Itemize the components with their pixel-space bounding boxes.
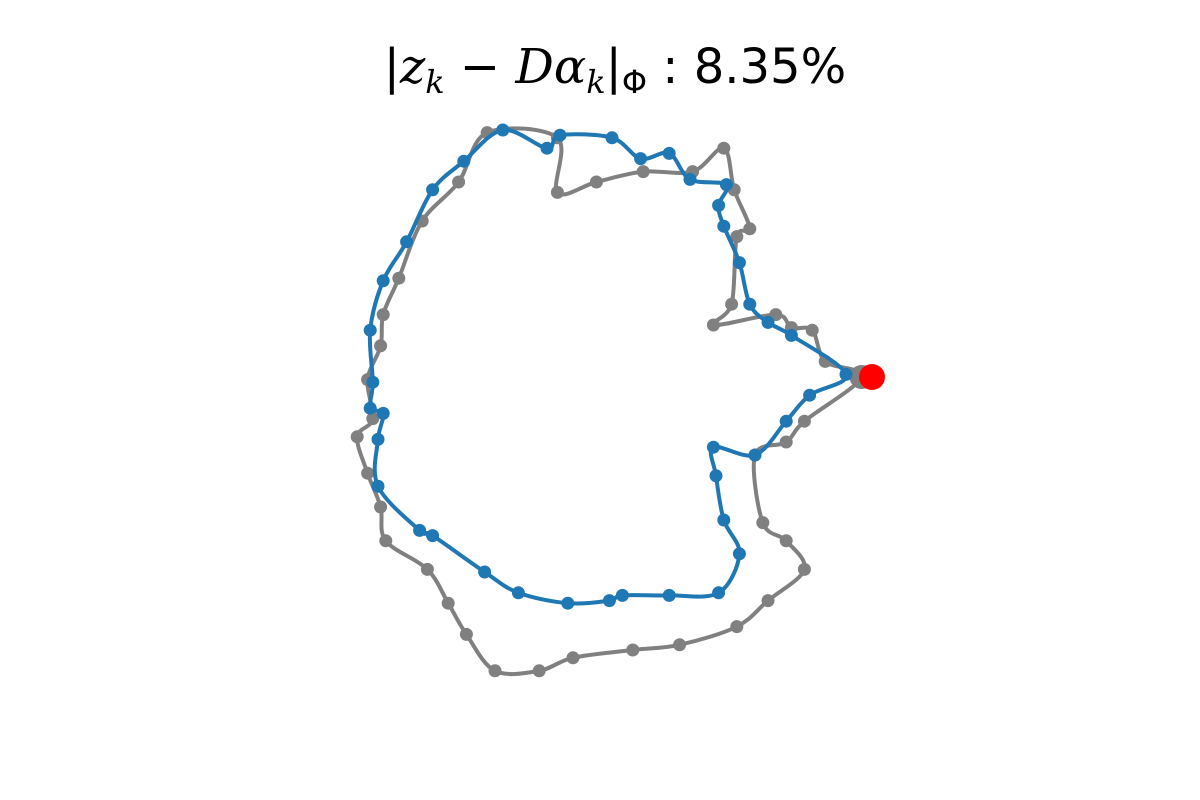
reconstruction-point-20	[363, 401, 377, 415]
title-alpha: α	[554, 39, 586, 95]
original-point-38	[797, 562, 811, 576]
original-point-23	[366, 412, 380, 426]
reconstruction-point-35	[712, 198, 726, 212]
reconstruction-point-18	[371, 432, 385, 446]
reconstruction-point-9	[662, 588, 676, 602]
reconstruction-point-15	[426, 529, 440, 543]
original-point-39	[779, 534, 793, 548]
original-point-21	[374, 339, 388, 353]
reconstruction-point-1	[803, 388, 817, 402]
title-value: : 8.35%	[647, 39, 846, 95]
original-point-31	[488, 664, 502, 678]
original-point-42	[779, 435, 793, 449]
reconstruction-point-7	[732, 547, 746, 561]
title-D: D	[514, 39, 553, 95]
original-point-17	[452, 175, 466, 189]
reconstruction-point-5	[709, 469, 723, 483]
reconstruction-point-40	[784, 328, 798, 342]
original-point-34	[626, 643, 640, 657]
title-sub-k1: k	[425, 63, 444, 101]
plot-area	[350, 123, 885, 678]
original-point-19	[392, 271, 406, 285]
reconstruction-point-10	[615, 588, 629, 602]
reconstruction-point-28	[540, 141, 554, 155]
original-point-40	[756, 516, 770, 530]
reconstruction-point-33	[683, 172, 697, 186]
original-point-33	[566, 651, 580, 665]
original-point-7	[730, 230, 744, 244]
reconstruction-point-4	[706, 440, 720, 454]
original-point-30	[459, 627, 473, 641]
title-minus: −	[445, 39, 516, 95]
reconstruction-point-29	[553, 128, 567, 142]
reconstruction-point-13	[511, 586, 525, 600]
original-point-36	[730, 620, 744, 634]
title-bar-open: |	[384, 39, 400, 95]
reconstruction-point-19	[376, 406, 390, 420]
start-marker-point-0	[859, 364, 885, 390]
original-point-20	[376, 308, 390, 322]
reconstruction-point-11	[602, 594, 616, 608]
original-point-8	[743, 222, 757, 236]
chart-title: |zk − Dαk|Φ : 8.35%	[384, 39, 846, 101]
reconstruction-point-30	[605, 131, 619, 145]
reconstruction-point-37	[732, 256, 746, 270]
title-z: z	[399, 39, 426, 95]
reconstruction-point-6	[717, 513, 731, 527]
original-point-27	[379, 534, 393, 548]
title-sub-phi: Φ	[622, 63, 647, 101]
original-point-32	[532, 664, 546, 678]
original-point-24	[350, 430, 364, 444]
reconstruction-point-0	[839, 367, 853, 381]
reconstruction-point-21	[366, 375, 380, 389]
original-point-12	[636, 165, 650, 179]
reconstruction-point-23	[376, 274, 390, 288]
reconstruction-point-32	[662, 146, 676, 160]
reconstruction-point-38	[743, 297, 757, 311]
original-point-5	[706, 318, 720, 332]
original-point-29	[441, 596, 455, 610]
reconstruction-point-34	[719, 178, 733, 192]
original-point-13	[589, 175, 603, 189]
reconstruction-point-36	[717, 219, 731, 233]
original-point-6	[725, 297, 739, 311]
original-point-35	[673, 638, 687, 652]
reconstruction-point-2	[779, 414, 793, 428]
reconstruction-point-26	[457, 154, 471, 168]
original-point-14	[550, 185, 564, 199]
reconstruction-point-12	[561, 596, 575, 610]
reconstruction-point-31	[634, 152, 648, 166]
reconstruction-point-24	[400, 235, 414, 249]
reconstruction-point-39	[761, 315, 775, 329]
reconstruction-point-16	[413, 523, 427, 537]
original-point-37	[761, 594, 775, 608]
original-point-28	[420, 562, 434, 576]
title-sub-k2: k	[586, 63, 605, 101]
reconstruction-point-22	[363, 323, 377, 337]
original-point-26	[374, 500, 388, 514]
original-point-43	[797, 414, 811, 428]
reconstruction-point-17	[371, 479, 385, 493]
reconstruction-point-27	[496, 123, 510, 137]
original-point-2	[805, 323, 819, 337]
reconstruction-point-14	[478, 565, 492, 579]
reconstruction-point-3	[748, 448, 762, 462]
title-bar-close: |	[606, 39, 622, 95]
reconstruction-point-25	[426, 183, 440, 197]
original-point-25	[361, 466, 375, 480]
reconstruction-point-8	[712, 586, 726, 600]
original-point-10	[717, 141, 731, 155]
